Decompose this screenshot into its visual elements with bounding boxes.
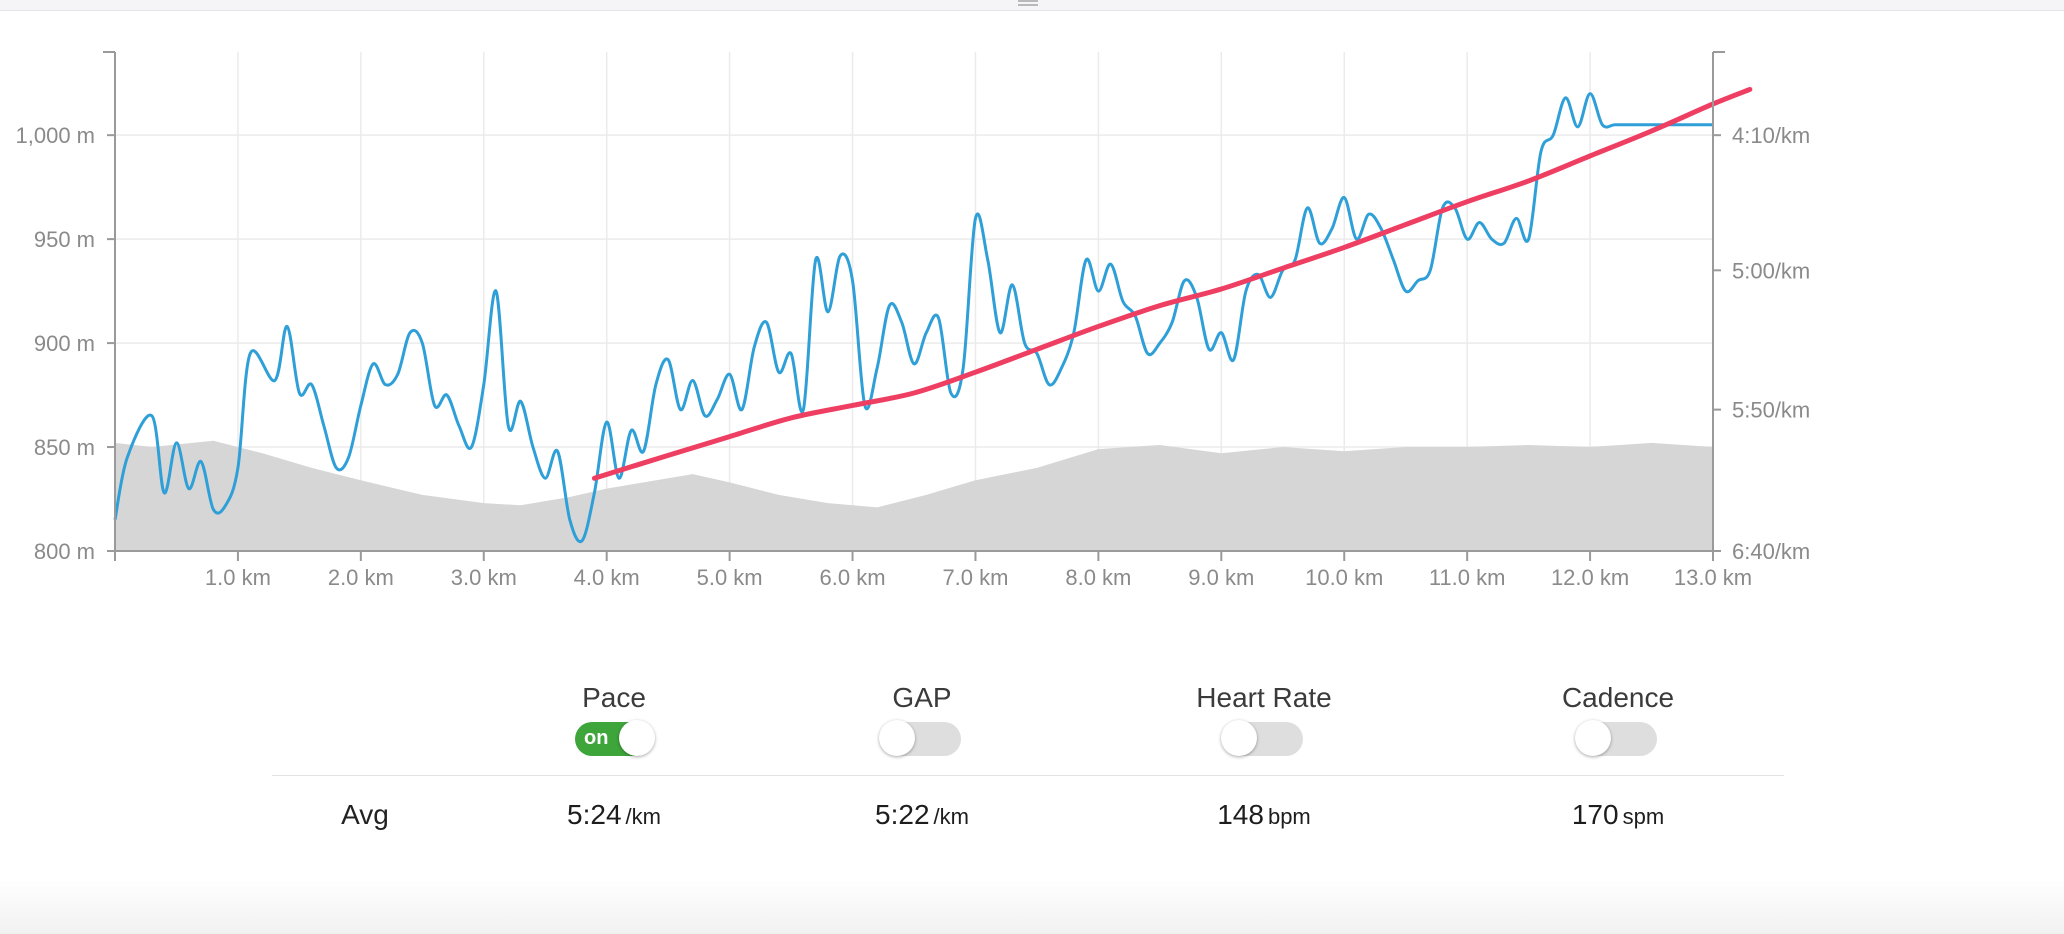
x-tick-label: 9.0 km	[1188, 565, 1254, 590]
avg-pace-value: 5:24	[567, 799, 622, 830]
x-tick-label: 11.0 km	[1429, 565, 1506, 590]
gap-toggle-label: GAP	[892, 682, 952, 713]
right-tick-label: 5:50/km	[1732, 398, 1810, 423]
right-axis-ticks: 6:40/km 5:50/km 5:00/km 4:10/km	[1713, 123, 1810, 564]
pace-line-layer	[113, 92, 1713, 544]
pace-trend-line	[591, 86, 1753, 481]
pace-toggle[interactable]: on	[575, 720, 655, 756]
heart-rate-toggle-label: Heart Rate	[1196, 682, 1332, 713]
x-axis-ticks: 1.0 km 2.0 km 3.0 km 4.0 km 5.0 km 6.0 km 7.0 …	[114, 551, 1752, 590]
x-tick-label: 13.0 km	[1674, 565, 1752, 590]
right-tick-label: 6:40/km	[1732, 539, 1810, 564]
toggle-knob	[619, 720, 655, 756]
left-tick-label: 900 m	[34, 331, 95, 356]
right-tick-label: 5:00/km	[1732, 258, 1810, 283]
pace-elevation-chart: 800 m 850 m 900 m 950 m 1,000 m 6:40/km 5:50/…	[16, 51, 1810, 590]
toggle-knob	[879, 720, 915, 756]
pace-line	[113, 92, 1713, 544]
cadence-toggle-label: Cadence	[1561, 682, 1675, 713]
x-tick-label: 10.0 km	[1305, 565, 1383, 590]
right-tick-label: 4:10/km	[1732, 123, 1810, 148]
left-tick-label: 800 m	[34, 539, 95, 564]
avg-gap-value: 5:22	[875, 799, 930, 830]
x-tick-label: 4.0 km	[574, 565, 640, 590]
x-tick-label: 2.0 km	[328, 565, 394, 590]
x-tick-label: 3.0 km	[451, 565, 517, 590]
gap-toggle-group: GAP	[802, 678, 1042, 761]
window-top-strip	[0, 0, 2064, 11]
gap-toggle[interactable]	[879, 720, 961, 756]
avg-gap-unit: /km	[933, 804, 969, 829]
avg-heart-rate-value: 148	[1217, 799, 1264, 830]
stats-divider	[272, 775, 1784, 776]
x-tick-label: 6.0 km	[820, 565, 886, 590]
avg-pace-unit: /km	[625, 804, 661, 829]
avg-cadence: 170 spm	[1498, 795, 1738, 840]
left-tick-label: 850 m	[34, 435, 95, 460]
elevation-area	[115, 440, 1713, 551]
toggle-knob	[1575, 720, 1611, 756]
pace-toggle-group: Pace on	[494, 678, 734, 761]
avg-heart-rate: 148 bpm	[1144, 795, 1384, 840]
x-tick-label: 12.0 km	[1551, 565, 1629, 590]
pace-toggle-state: on	[584, 727, 609, 749]
avg-heart-rate-unit: bpm	[1267, 804, 1311, 829]
cadence-toggle[interactable]	[1575, 720, 1657, 756]
pace-trend-layer	[591, 86, 1753, 481]
avg-pace: 5:24/km	[494, 795, 734, 840]
avg-cadence-unit: spm	[1622, 804, 1665, 829]
left-tick-label: 950 m	[34, 227, 95, 252]
elevation-area-layer	[115, 440, 1713, 551]
x-tick-label: 8.0 km	[1065, 565, 1131, 590]
cadence-toggle-group: Cadence	[1498, 678, 1738, 761]
heart-rate-toggle-group: Heart Rate	[1144, 678, 1384, 761]
x-tick-label: 1.0 km	[205, 565, 271, 590]
left-tick-label: 1,000 m	[16, 123, 96, 148]
pace-toggle-label: Pace	[582, 682, 646, 713]
avg-cadence-value: 170	[1571, 799, 1619, 830]
avg-gap: 5:22/km	[802, 795, 1042, 840]
drag-handle-icon[interactable]	[1018, 0, 1038, 6]
x-tick-label: 7.0 km	[942, 565, 1008, 590]
heart-rate-toggle[interactable]	[1221, 720, 1303, 756]
toggle-knob	[1221, 720, 1257, 756]
left-axis-ticks: 800 m 850 m 900 m 950 m 1,000 m	[16, 123, 115, 564]
x-tick-label: 5.0 km	[697, 565, 763, 590]
avg-label: Avg	[341, 799, 389, 830]
